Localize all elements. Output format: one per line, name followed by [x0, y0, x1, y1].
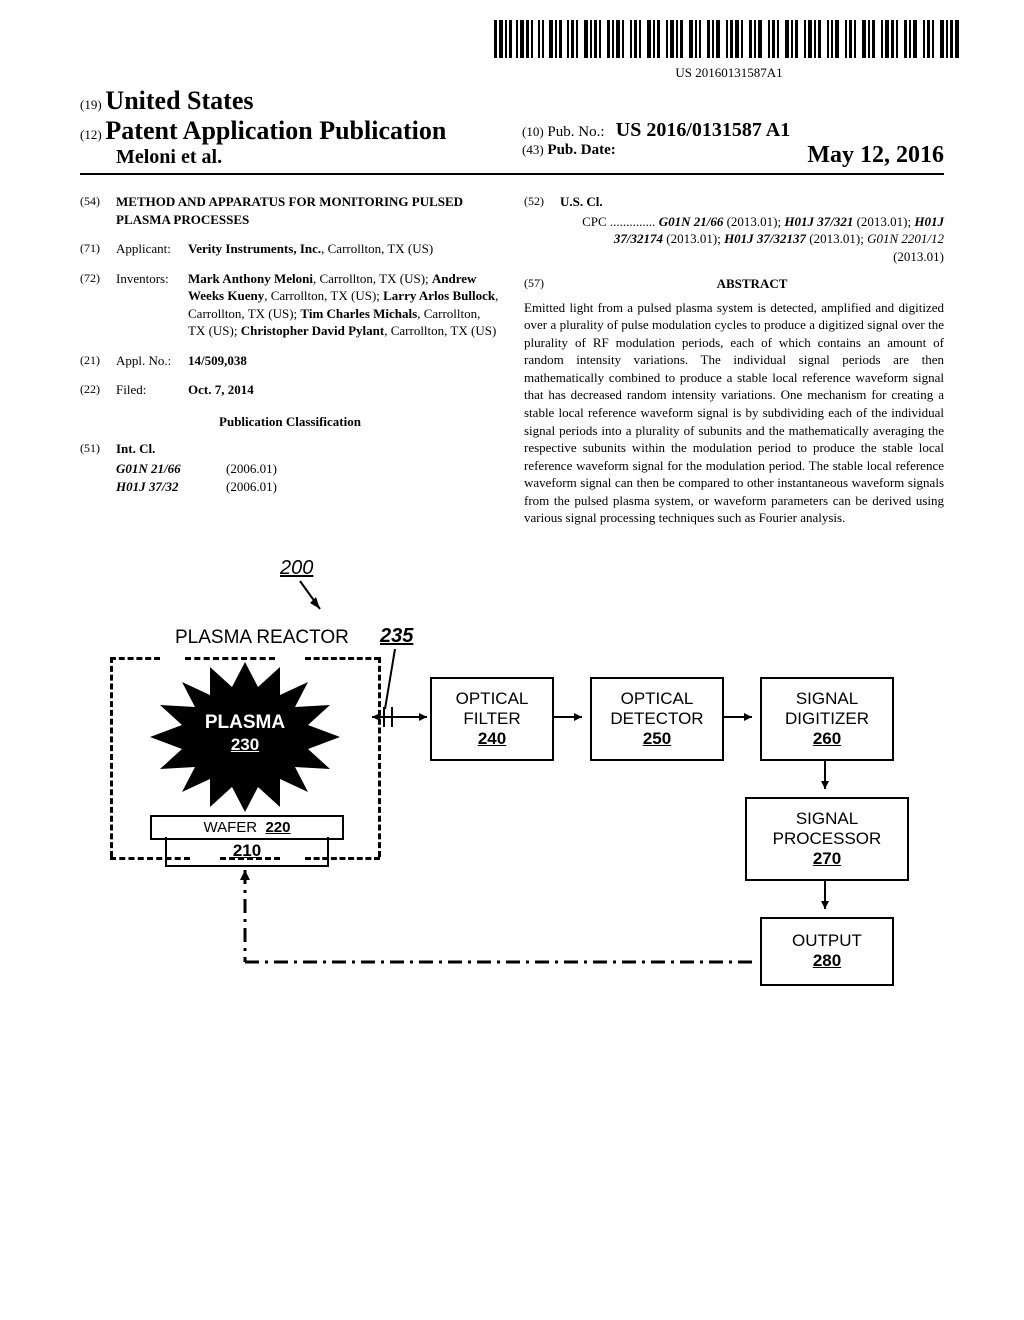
- inventors-code: (72): [80, 270, 116, 340]
- header: (19) United States (12) Patent Applicati…: [80, 86, 944, 175]
- arrow-digitizer-processor: [815, 759, 835, 799]
- left-column: (54) METHOD AND APPARATUS FOR MONITORING…: [80, 193, 500, 527]
- ref-200: 200: [280, 557, 313, 580]
- barcode-graphic: [494, 20, 964, 58]
- cpc-codes: CPC .............. G01N 21/66 (2013.01);…: [524, 213, 944, 266]
- signal-digitizer-box: SIGNALDIGITIZER 260: [760, 677, 894, 761]
- abstract-code: (57): [524, 275, 560, 299]
- reactor-dash: [110, 657, 113, 857]
- barcode-region: US 20160131587A1: [80, 20, 964, 82]
- optical-detector-box: OPTICALDETECTOR 250: [590, 677, 724, 761]
- arrow-processor-output: [815, 879, 835, 919]
- country-code: (19): [80, 97, 102, 112]
- optical-filter-box: OPTICALFILTER 240: [430, 677, 554, 761]
- applicant-loc: , Carrollton, TX (US): [321, 241, 433, 256]
- intcl-label: Int. Cl.: [116, 441, 155, 456]
- authors: Meloni et al.: [80, 146, 502, 169]
- applicant-code: (71): [80, 240, 116, 258]
- intcl-code: (51): [80, 440, 116, 458]
- viewport-arrow: [372, 702, 432, 732]
- plasma-label: PLASMA 230: [200, 712, 290, 756]
- applno-label: Appl. No.:: [116, 352, 188, 370]
- inventors-label: Inventors:: [116, 270, 188, 340]
- applno-code: (21): [80, 352, 116, 370]
- arrow-filter-detector: [552, 707, 592, 727]
- filed-label: Filed:: [116, 381, 188, 399]
- intcl-2: H01J 37/32: [116, 478, 226, 496]
- applicant-label: Applicant:: [116, 240, 188, 258]
- pubdate: May 12, 2016: [807, 142, 944, 169]
- pubno: US 2016/0131587 A1: [616, 119, 790, 141]
- uscl-code: (52): [524, 193, 560, 211]
- invention-title: METHOD AND APPARATUS FOR MONITORING PULS…: [116, 193, 500, 228]
- applno: 14/509,038: [188, 353, 247, 368]
- applicant-name: Verity Instruments, Inc.: [188, 241, 321, 256]
- plasma-reactor-label: PLASMA REACTOR: [175, 627, 349, 649]
- title-code: (54): [80, 193, 116, 228]
- pubno-label: Pub. No.:: [547, 124, 604, 140]
- pubdate-label: Pub. Date:: [547, 142, 615, 158]
- right-column: (52) U.S. Cl. CPC .............. G01N 21…: [524, 193, 944, 527]
- barcode-text: US 20160131587A1: [494, 65, 964, 81]
- ref-200-arrow: [290, 579, 330, 619]
- intcl-1: G01N 21/66: [116, 460, 226, 478]
- ref-235: 235: [380, 625, 413, 648]
- figure-200: 200 PLASMA REACTOR PLASMA 230 WAFER 220 …: [80, 557, 944, 1037]
- pubdate-code: (43): [522, 142, 544, 157]
- classification-header: Publication Classification: [80, 413, 500, 431]
- pub-type-code: (12): [80, 127, 102, 142]
- intcl-2-ver: (2006.01): [226, 478, 316, 496]
- arrow-detector-digitizer: [722, 707, 762, 727]
- feedback-line: [235, 862, 775, 972]
- filed-date: Oct. 7, 2014: [188, 382, 254, 397]
- filed-code: (22): [80, 381, 116, 399]
- uscl-label: U.S. Cl.: [560, 194, 603, 209]
- abstract-label: ABSTRACT: [560, 275, 944, 293]
- inventors-list: Mark Anthony Meloni, Carrollton, TX (US)…: [188, 270, 500, 340]
- intcl-1-ver: (2006.01): [226, 460, 316, 478]
- abstract-text: Emitted light from a pulsed plasma syste…: [524, 299, 944, 527]
- output-box: OUTPUT 280: [760, 917, 894, 986]
- pub-type: Patent Application Publication: [105, 116, 446, 145]
- pubno-code: (10): [522, 124, 544, 139]
- country: United States: [105, 86, 253, 115]
